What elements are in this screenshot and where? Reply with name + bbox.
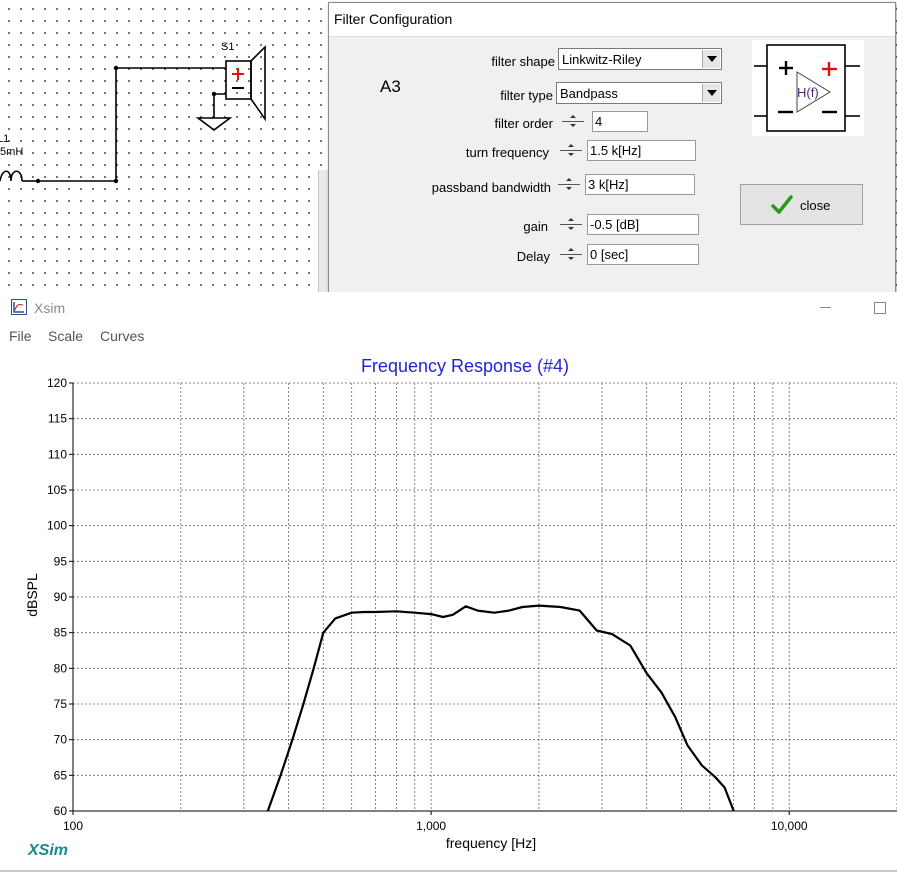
y-tick-label: 75 [54,697,68,711]
filter-configuration-dialog: Filter Configuration A3 filter shape Lin… [328,2,896,295]
x-axis-label: frequency [Hz] [446,835,536,851]
chevron-down-icon[interactable] [702,50,720,68]
filter-order-input[interactable]: 4 [592,111,648,132]
passband-bandwidth-label: passband bandwidth [431,180,551,195]
inductor-label: L1 [0,133,9,145]
speaker-label: S1 [221,41,234,53]
spin-up-icon[interactable] [560,245,582,254]
filter-type-label: filter type [500,88,553,103]
gain-spinner[interactable] [558,215,584,235]
passband-bandwidth-spinner[interactable] [556,175,582,195]
background-window-edge [318,170,331,292]
gain-input[interactable]: -0.5 [dB] [587,214,699,235]
y-tick-label: 65 [54,768,68,782]
app-icon [11,299,27,315]
spin-up-icon[interactable] [562,112,584,121]
turn-frequency-spinner[interactable] [558,141,584,161]
x-tick-label: 10,000 [771,819,808,833]
y-tick-label: 60 [54,804,68,818]
x-tick-label: 100 [63,819,83,833]
maximize-icon[interactable] [874,302,886,314]
y-tick-label: 100 [47,519,67,533]
spin-down-icon[interactable] [558,185,580,194]
filter-shape-select[interactable]: Linkwitz-Riley [558,48,722,70]
spin-down-icon[interactable] [560,151,582,160]
y-tick-label: 80 [54,661,68,675]
filter-block-symbol: H(f) [752,40,864,136]
y-tick-label: 95 [54,554,68,568]
spin-down-icon[interactable] [560,255,582,264]
block-name-label: A3 [380,77,401,96]
dialog-title: Filter Configuration [334,11,453,27]
y-tick-label: 110 [48,447,67,461]
passband-bandwidth-value: 3 k[Hz] [588,177,629,192]
y-tick-label: 115 [48,412,67,426]
checkmark-icon [771,195,793,220]
gain-label: gain [523,219,548,234]
turn-frequency-value: 1.5 k[Hz] [590,143,642,158]
frequency-response-curve [266,604,735,812]
spin-up-icon[interactable] [558,175,580,184]
menu-curves[interactable]: Curves [100,328,145,344]
xsim-titlebar[interactable]: Xsim [0,292,897,322]
filter-order-value: 4 [595,114,603,129]
frequency-response-chart[interactable]: Frequency Response (#4) 60 65 70 75 80 85 90 95 1… [0,350,897,872]
inductor-value-label: .5mH [0,146,23,158]
spin-down-icon[interactable] [560,225,582,234]
y-axis-label: dBSPL [24,573,40,617]
filter-type-select[interactable]: Bandpass [556,82,722,104]
passband-bandwidth-input[interactable]: 3 k[Hz] [585,174,695,195]
dialog-titlebar[interactable]: Filter Configuration [329,3,895,37]
delay-value: 0 [sec] [590,247,629,262]
window-title: Xsim [34,300,66,316]
spin-up-icon[interactable] [560,141,582,150]
menu-file[interactable]: File [9,328,32,344]
filter-shape-value: Linkwitz-Riley [562,52,642,67]
filter-symbol-text: H(f) [797,85,819,100]
filter-order-label: filter order [494,116,553,131]
speaker-plus-sign [232,68,244,80]
y-tick-label: 120 [47,376,67,390]
turn-frequency-label: turn frequency [465,145,549,160]
y-tick-label: 105 [47,483,67,497]
spin-down-icon[interactable] [562,122,584,131]
y-tick-label: 70 [54,733,68,747]
gain-value: -0.5 [dB] [590,217,640,232]
filter-order-spinner[interactable] [560,112,586,132]
delay-label: Delay [516,249,550,264]
y-tick-label: 90 [54,590,68,604]
menu-scale[interactable]: Scale [48,328,84,344]
taskbar-edge [0,870,897,872]
y-tick-label: 85 [54,626,68,640]
delay-spinner[interactable] [558,245,584,265]
chart-title: Frequency Response (#4) [361,356,569,376]
filter-shape-label: filter shape [491,54,555,69]
menu-bar: File Scale Curves [0,328,897,350]
delay-input[interactable]: 0 [sec] [587,244,699,265]
chart-svg: Frequency Response (#4) 60 65 70 75 80 85 90 95 1… [24,356,897,851]
minimize-icon[interactable] [818,296,834,312]
xsim-logo: XSim [28,842,69,859]
close-button-label: close [800,198,831,213]
xsim-window: Xsim File Scale Curves Frequency Respons… [0,292,897,872]
chevron-down-icon[interactable] [702,84,720,102]
filter-type-value: Bandpass [560,86,618,101]
close-button[interactable]: close [740,184,863,225]
turn-frequency-input[interactable]: 1.5 k[Hz] [587,140,696,161]
x-tick-label: 1,000 [416,819,446,833]
spin-up-icon[interactable] [560,215,582,224]
